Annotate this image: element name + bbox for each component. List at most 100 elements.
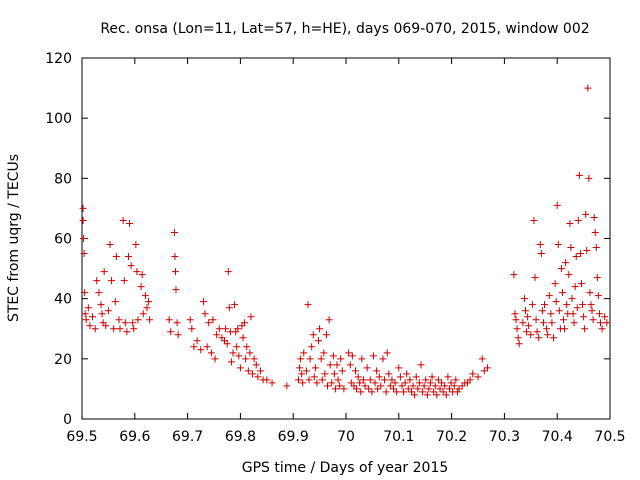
data-point xyxy=(250,355,258,363)
y-tick-label: 80 xyxy=(54,171,72,187)
data-point xyxy=(524,313,532,321)
data-point xyxy=(363,364,371,372)
data-point xyxy=(146,316,154,324)
data-point xyxy=(514,334,522,342)
data-point xyxy=(393,388,401,396)
data-point xyxy=(595,310,603,318)
data-point xyxy=(510,271,518,279)
data-point xyxy=(304,301,312,309)
data-point xyxy=(555,307,563,315)
data-point xyxy=(573,304,581,312)
data-point xyxy=(81,289,89,297)
data-point xyxy=(172,286,180,294)
data-point xyxy=(450,382,458,390)
data-point xyxy=(213,331,221,339)
data-point xyxy=(268,379,276,387)
data-point xyxy=(382,388,390,396)
data-point xyxy=(379,355,387,363)
data-point xyxy=(445,385,453,393)
data-point xyxy=(411,391,419,399)
data-point xyxy=(412,373,420,381)
data-point xyxy=(371,379,379,387)
data-point xyxy=(385,370,393,378)
data-point xyxy=(357,388,365,396)
data-point xyxy=(193,337,201,345)
x-tick-label: 70.4 xyxy=(542,429,573,445)
data-point xyxy=(585,174,593,182)
data-point xyxy=(302,367,310,375)
data-point xyxy=(453,388,461,396)
data-point xyxy=(242,355,250,363)
data-point xyxy=(137,283,145,291)
y-tick-label: 120 xyxy=(45,51,72,67)
x-tick-label: 69.9 xyxy=(278,429,309,445)
data-point xyxy=(547,310,555,318)
data-point xyxy=(188,325,196,333)
data-point xyxy=(223,340,231,348)
data-point xyxy=(537,250,545,258)
data-point xyxy=(587,301,595,309)
data-point xyxy=(552,298,560,306)
data-point xyxy=(531,274,539,282)
data-point xyxy=(252,361,260,369)
data-point xyxy=(133,268,141,276)
x-tick-label: 70.3 xyxy=(489,429,520,445)
data-point xyxy=(374,385,382,393)
data-point xyxy=(340,385,348,393)
data-point xyxy=(561,325,569,333)
data-point xyxy=(247,313,255,321)
data-point xyxy=(91,325,99,333)
data-point xyxy=(224,268,232,276)
data-point xyxy=(442,391,450,399)
data-point xyxy=(222,325,230,333)
data-point xyxy=(201,310,209,318)
data-point xyxy=(322,331,330,339)
data-point xyxy=(233,343,241,351)
data-point xyxy=(576,250,584,258)
data-point xyxy=(574,216,582,224)
data-point xyxy=(227,358,235,366)
data-point xyxy=(592,244,600,252)
data-point xyxy=(478,355,486,363)
data-point xyxy=(562,259,570,267)
data-point xyxy=(186,316,194,324)
data-point xyxy=(84,304,92,312)
data-point xyxy=(375,373,383,381)
data-point xyxy=(601,313,609,321)
data-point xyxy=(532,316,540,324)
data-point xyxy=(173,319,181,327)
data-point xyxy=(86,322,94,330)
data-point xyxy=(550,334,558,342)
data-point xyxy=(575,171,583,179)
data-point xyxy=(143,304,151,312)
data-point xyxy=(581,325,589,333)
data-point xyxy=(554,241,562,249)
data-point xyxy=(171,268,179,276)
data-point xyxy=(406,376,414,384)
data-point xyxy=(119,216,127,224)
data-point xyxy=(369,352,377,360)
data-point xyxy=(346,361,354,369)
data-point xyxy=(174,331,182,339)
x-axis-label: GPS time / Days of year 2015 xyxy=(242,460,449,476)
data-point xyxy=(331,385,339,393)
x-tick-label: 70.1 xyxy=(383,429,414,445)
data-point xyxy=(428,373,436,381)
data-point xyxy=(474,373,482,381)
data-point xyxy=(523,328,531,336)
data-point xyxy=(596,319,604,327)
data-point xyxy=(199,298,207,306)
data-point xyxy=(567,244,575,252)
data-point xyxy=(116,325,124,333)
data-point xyxy=(430,388,438,396)
data-point xyxy=(359,376,367,384)
data-point xyxy=(254,373,262,381)
data-point xyxy=(98,310,106,318)
data-point xyxy=(538,307,546,315)
data-point xyxy=(106,241,114,249)
data-point xyxy=(425,385,433,393)
data-point xyxy=(165,316,173,324)
data-point xyxy=(439,388,447,396)
data-point xyxy=(80,235,88,242)
data-point xyxy=(309,331,317,339)
